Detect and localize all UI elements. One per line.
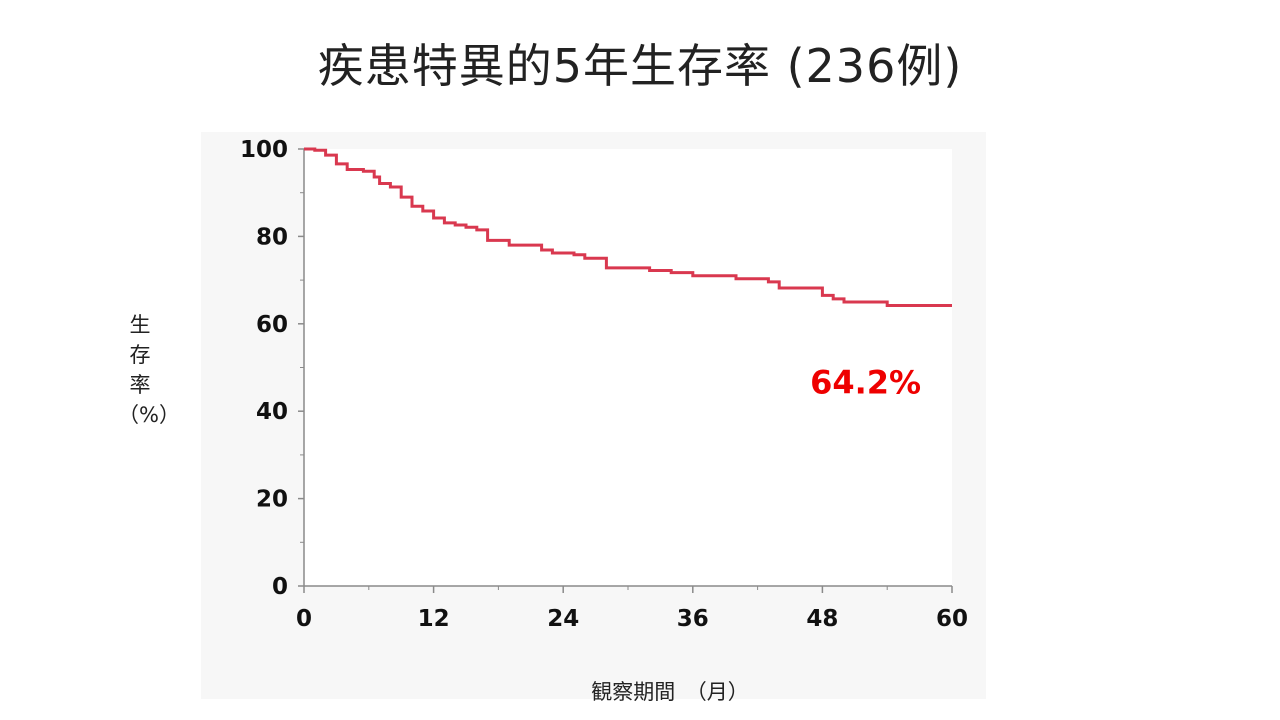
x-tick-label: 24 — [547, 606, 579, 632]
y-axis-label-part: 生 — [129, 313, 151, 337]
x-tick-label: 60 — [936, 606, 968, 632]
x-tick-label: 12 — [418, 606, 450, 632]
y-tick-label: 40 — [256, 399, 288, 425]
x-tick-label: 0 — [296, 606, 312, 632]
x-tick-label: 36 — [677, 606, 709, 632]
y-tick-label: 60 — [256, 312, 288, 338]
y-tick-label: 100 — [240, 137, 288, 163]
series-layer — [304, 147, 952, 307]
y-axis-label-part: 存 — [129, 343, 151, 367]
y-axis-label-part: 率 — [129, 373, 151, 397]
y-tick-label: 0 — [272, 574, 288, 600]
y-tick-label: 80 — [256, 224, 288, 250]
ticks: 0 20 40 60 80 100 0 12 24 36 48 60 — [240, 137, 968, 632]
slide-title: 疾患特異的5年生存率 (236例) — [317, 39, 963, 93]
survival-curve — [304, 147, 952, 307]
x-tick-label: 48 — [806, 606, 838, 632]
plot-area — [304, 149, 952, 586]
y-tick-label: 20 — [256, 487, 288, 513]
x-axis-label: 観察期間 （月） — [591, 680, 749, 704]
survival-rate-annotation: 64.2% — [810, 364, 921, 402]
